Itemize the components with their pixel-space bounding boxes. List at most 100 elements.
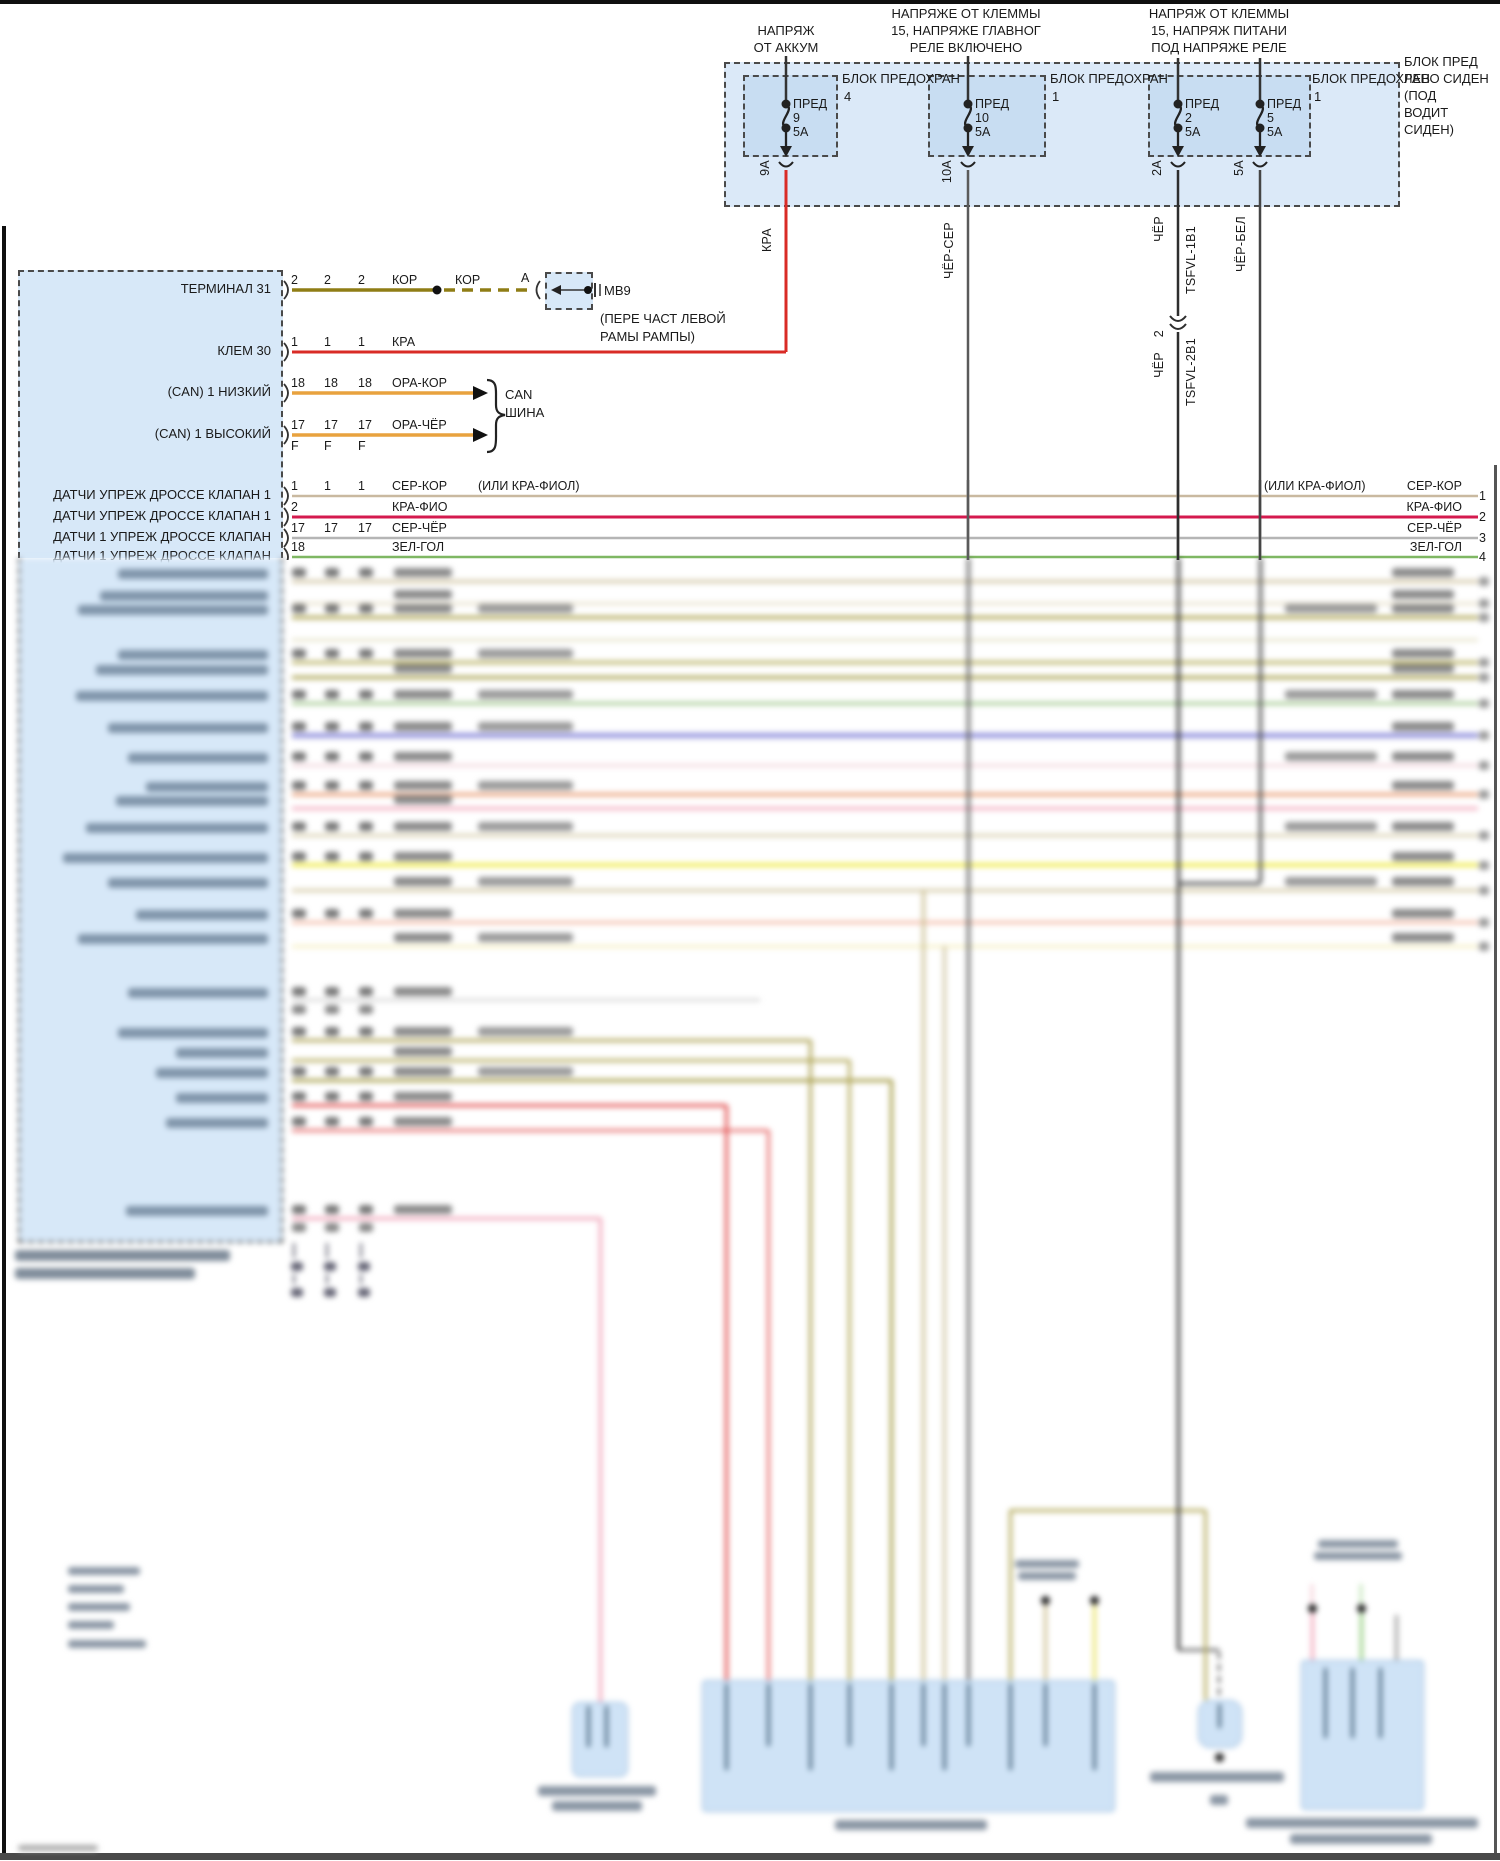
blurred-shape: [128, 988, 268, 998]
right-alt-label: (ИЛИ КРА-ФИОЛ): [1264, 479, 1366, 493]
blurred-shape: [359, 1092, 373, 1101]
blurred-shape: [292, 999, 760, 1001]
blurred-shape: [1479, 658, 1489, 667]
fuse-box-3: [1148, 75, 1311, 157]
blurred-shape: [292, 752, 306, 761]
blurred-shape: [292, 1038, 810, 1042]
blurred-shape: [1318, 1540, 1398, 1548]
fuse-side-line: БЛОК ПРЕД: [1404, 54, 1478, 69]
blurred-shape: [1178, 1648, 1219, 1652]
blurred-shape: [325, 1027, 339, 1036]
fuse-side-line: СИДЕН): [1404, 122, 1454, 137]
blurred-shape: [1285, 752, 1377, 761]
blurred-shape: [394, 877, 452, 886]
right-pin: 3: [1479, 531, 1486, 545]
fuse10-num: 10: [975, 111, 989, 125]
blurred-shape: [1176, 558, 1180, 1650]
right-wire-name: СЕР-ЧЁР: [1407, 521, 1462, 535]
blurred-shape: [1479, 577, 1489, 586]
blurred-shape: [156, 1068, 268, 1078]
blurred-shape: [1479, 886, 1489, 895]
blurred-shape: [359, 690, 373, 699]
blurred-shape: [1392, 822, 1454, 831]
blurred-shape: [1350, 1668, 1354, 1738]
blurred-shape: [478, 604, 573, 613]
blurred-shape: [1008, 1684, 1012, 1770]
blurred-shape: [292, 987, 306, 996]
blurred-shape: [1203, 1510, 1207, 1700]
fuse5-amp: 5А: [1267, 125, 1283, 139]
blurred-shape: [118, 650, 268, 660]
blurred-diagram-region: [0, 558, 1500, 1861]
blurred-shape: [292, 806, 1478, 810]
blurred-shape: [766, 1130, 770, 1680]
blurred-shape: [1479, 831, 1489, 840]
blurred-shape: [478, 933, 573, 942]
blurred-shape: [1210, 1795, 1228, 1805]
blurred-shape: [291, 1262, 303, 1271]
blurred-shape: [359, 822, 373, 831]
fuse10-amp: 5А: [975, 125, 991, 139]
blurred-shape: [1392, 722, 1454, 731]
blurred-shape: [808, 1040, 812, 1680]
blurred-shape: [293, 1243, 295, 1258]
pin: 17: [291, 521, 305, 535]
blurred-shape: [292, 944, 1478, 948]
blurred-shape: [15, 1268, 195, 1279]
pin: 18: [324, 376, 338, 390]
fuse-block2-num: 1: [1052, 89, 1060, 104]
pin: 17: [358, 521, 372, 535]
fuse2-name: ПРЕД: [1185, 97, 1220, 111]
blurred-shape: [118, 569, 268, 579]
fuse-box-1: [743, 75, 838, 157]
blurred-shape: [96, 665, 268, 675]
blurred-shape: [1311, 1584, 1313, 1604]
blurred-shape: [1479, 731, 1489, 740]
blurred-shape: [835, 1820, 987, 1830]
blurred-shape: [1356, 1603, 1366, 1613]
blurred-shape: [359, 909, 373, 918]
blurred-shape: [359, 1205, 373, 1214]
can-bus-label2: ШИНА: [505, 405, 545, 420]
pin: 1: [291, 335, 298, 349]
blurred-shape: [325, 1117, 339, 1126]
blurred-shape: [1217, 1652, 1221, 1659]
blurred-shape: [18, 558, 283, 1243]
blurred-shape: [394, 1117, 452, 1126]
blurred-shape: [1301, 1660, 1424, 1810]
blurred-shape: [604, 1706, 608, 1747]
blurred-shape: [292, 1078, 891, 1082]
blurred-shape: [292, 888, 1478, 892]
blurred-shape: [394, 690, 452, 699]
right-wire-name: ЗЕЛ-ГОЛ: [1409, 540, 1462, 554]
blurred-shape: [292, 568, 306, 577]
blurred-shape: [325, 604, 339, 613]
blurred-shape: [1217, 1664, 1221, 1671]
blurred-shape: [1359, 1612, 1363, 1660]
blurred-shape: [1015, 1560, 1079, 1568]
blurred-shape: [478, 822, 573, 831]
blurred-shape: [1285, 877, 1377, 886]
blurred-shape: [724, 1684, 728, 1770]
blurred-shape: [292, 675, 1478, 679]
pin: 2: [358, 273, 365, 287]
blurred-shape: [394, 664, 452, 673]
wire-name-ser-cher: СЕР-ЧЁР: [392, 521, 447, 535]
wire-name-kor: КОР: [392, 273, 418, 287]
blurred-shape: [292, 863, 1478, 867]
blurred-shape: [1392, 604, 1454, 613]
blurred-shape: [394, 722, 452, 731]
blurred-shape: [394, 987, 452, 996]
blurred-shape: [325, 987, 339, 996]
wire-alt-label: (ИЛИ КРА-ФИОЛ): [478, 479, 580, 493]
blurred-shape: [1392, 649, 1454, 658]
blurred-shape: [68, 1621, 114, 1629]
blurred-shape: [394, 909, 452, 918]
blurred-shape: [572, 1702, 628, 1777]
can-bus-label1: CAN: [505, 387, 533, 402]
blurred-shape: [68, 1567, 140, 1575]
blurred-shape: [889, 1684, 893, 1770]
blurred-shape: [1092, 1684, 1096, 1770]
fuse9-amp: 5А: [793, 125, 809, 139]
blurred-shape: [292, 920, 1478, 924]
